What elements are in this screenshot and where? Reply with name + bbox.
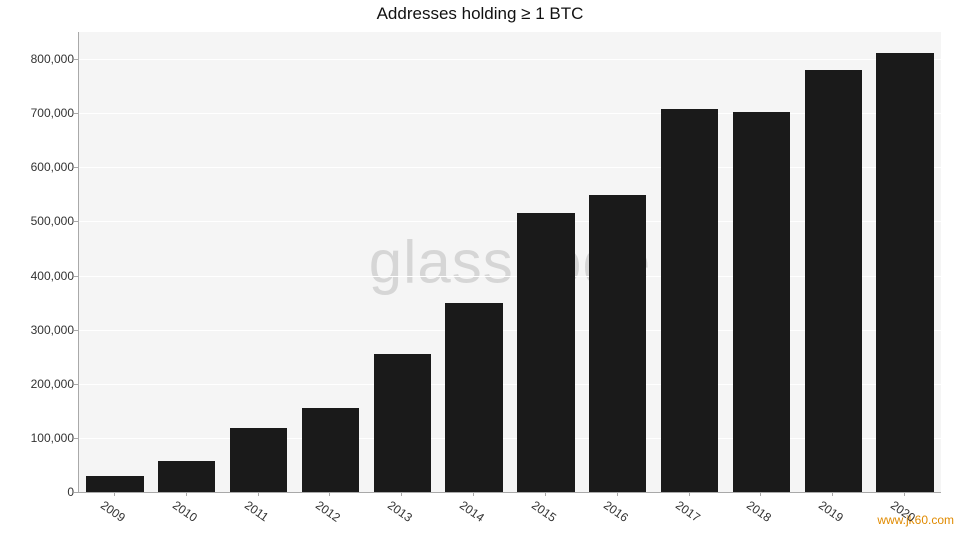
y-tick [74, 113, 78, 114]
x-axis-label: 2009 [98, 498, 128, 525]
bar [589, 195, 646, 492]
bar [158, 461, 215, 492]
x-axis-label: 2017 [673, 498, 703, 525]
x-tick [186, 492, 187, 496]
x-axis-label: 2015 [529, 498, 559, 525]
x-tick [114, 492, 115, 496]
plot-area: glassnode [78, 32, 941, 493]
y-tick [74, 221, 78, 222]
x-tick [473, 492, 474, 496]
y-tick [74, 438, 78, 439]
bar [876, 53, 933, 492]
x-axis-label: 2011 [242, 498, 271, 524]
y-axis-label: 700,000 [14, 106, 74, 120]
y-axis-label: 100,000 [14, 431, 74, 445]
bar [230, 428, 287, 492]
x-tick [904, 492, 905, 496]
bar [86, 476, 143, 492]
bar [445, 303, 502, 492]
x-axis-label: 2018 [744, 498, 774, 525]
bar [805, 70, 862, 492]
x-tick [401, 492, 402, 496]
y-axis-label: 300,000 [14, 323, 74, 337]
x-tick [689, 492, 690, 496]
x-tick [832, 492, 833, 496]
x-tick [760, 492, 761, 496]
y-tick [74, 330, 78, 331]
y-axis-label: 200,000 [14, 377, 74, 391]
bar-chart-container: Addresses holding ≥ 1 BTC glassnode www.… [0, 0, 960, 537]
y-axis-label: 400,000 [14, 269, 74, 283]
bar [302, 408, 359, 492]
y-tick [74, 384, 78, 385]
y-axis-label: 600,000 [14, 160, 74, 174]
bar [374, 354, 431, 492]
x-tick [545, 492, 546, 496]
bar [517, 213, 574, 492]
bar [661, 109, 718, 492]
x-axis-label: 2014 [457, 498, 487, 525]
x-tick [617, 492, 618, 496]
x-tick [258, 492, 259, 496]
y-axis-label: 500,000 [14, 214, 74, 228]
y-axis-label: 0 [14, 485, 74, 499]
y-tick [74, 59, 78, 60]
x-axis-label: 2010 [170, 498, 200, 525]
chart-title: Addresses holding ≥ 1 BTC [0, 4, 960, 24]
gridline [79, 59, 941, 60]
x-tick [329, 492, 330, 496]
x-axis-label: 2013 [385, 498, 415, 525]
y-tick [74, 492, 78, 493]
x-axis-label: 2016 [601, 498, 631, 525]
y-axis-label: 800,000 [14, 52, 74, 66]
x-axis-label: 2019 [816, 498, 846, 525]
y-tick [74, 167, 78, 168]
y-tick [74, 276, 78, 277]
bar [733, 112, 790, 492]
x-axis-label: 2012 [313, 498, 343, 525]
